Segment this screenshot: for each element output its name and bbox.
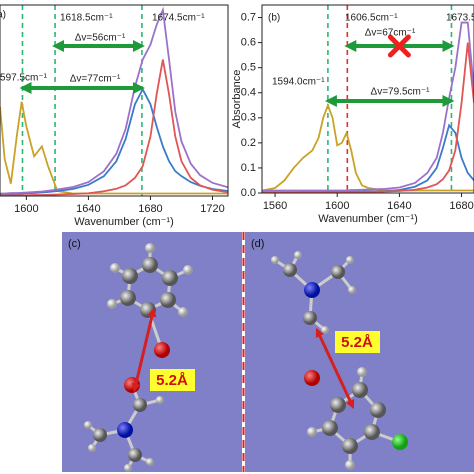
y-tick-label: 0.2 xyxy=(241,137,256,149)
x-tick-label: 1560 xyxy=(263,200,287,212)
plot-frame xyxy=(0,4,229,197)
y-tick-label: 0.7 xyxy=(241,11,256,23)
atom xyxy=(145,243,155,253)
atom xyxy=(110,263,120,273)
series-line xyxy=(262,42,474,193)
atom xyxy=(392,434,408,450)
atom xyxy=(294,251,302,259)
distance-label: 5.2Å xyxy=(341,334,373,351)
annotation: 1673.5cm⁻¹ xyxy=(446,13,474,24)
plot-area xyxy=(262,5,474,193)
panel-label: (a) xyxy=(0,10,6,21)
distance-arrow xyxy=(315,327,355,410)
y-tick-label: 0.6 xyxy=(241,37,256,49)
atom xyxy=(120,290,136,306)
series-line xyxy=(262,21,474,192)
y-tick-label: 0.4 xyxy=(241,87,256,99)
annotation: 1606.5cm⁻¹ xyxy=(345,13,398,24)
atom xyxy=(154,342,170,358)
atom xyxy=(162,270,178,286)
x-axis-title: Wavenumber (cm⁻¹) xyxy=(74,216,174,228)
annotation: 1594.0cm⁻¹ xyxy=(272,77,325,88)
x-tick-label: 1720 xyxy=(200,203,224,215)
y-axis-title: Absorbance xyxy=(231,70,243,129)
atom xyxy=(364,424,380,440)
x-tick-label: 1680 xyxy=(138,203,162,215)
distance-label: 5.2Å xyxy=(156,372,188,389)
atom xyxy=(146,458,154,466)
atom xyxy=(352,382,368,398)
atom xyxy=(107,299,117,309)
annotation: 1674.5cm⁻¹ xyxy=(152,13,205,24)
distance-arrow xyxy=(131,307,157,393)
atom xyxy=(178,307,188,317)
atom xyxy=(133,398,147,412)
molecules xyxy=(84,243,408,472)
annotation: Δv=56cm⁻¹ xyxy=(75,33,126,44)
distance-box xyxy=(335,331,380,353)
atom xyxy=(345,460,355,470)
atom xyxy=(304,370,320,386)
plot-area xyxy=(0,5,228,196)
atom xyxy=(183,265,193,275)
y-tick-label: 0.5 xyxy=(241,62,256,74)
y-tick-label: 0.3 xyxy=(241,112,256,124)
x-tick-label: 1640 xyxy=(76,203,100,215)
panel-label: (d) xyxy=(251,238,264,250)
annotation: Δv=79.5cm⁻¹ xyxy=(371,87,431,98)
atom xyxy=(322,420,338,436)
chart xyxy=(0,5,228,196)
panel-label: (b) xyxy=(268,13,280,24)
series-line xyxy=(0,87,228,196)
distance-box xyxy=(150,369,195,391)
atom xyxy=(128,448,142,462)
atom xyxy=(93,428,107,442)
atom xyxy=(122,268,138,284)
annotation: Δv=77cm⁻¹ xyxy=(70,74,121,85)
plot-frame xyxy=(261,4,474,194)
chart xyxy=(262,5,474,193)
x-axis-title: Wavenumber (cm⁻¹) xyxy=(318,213,418,225)
atom xyxy=(307,427,317,437)
annotation: Δv=67cm⁻¹ xyxy=(365,28,416,39)
annotation: 1618.5cm⁻¹ xyxy=(60,13,113,24)
atom xyxy=(271,256,279,264)
atom xyxy=(346,256,354,264)
atom xyxy=(156,396,164,404)
atom xyxy=(348,286,356,294)
y-tick-label: 0.1 xyxy=(241,162,256,174)
atom xyxy=(303,311,317,325)
atom xyxy=(330,397,346,413)
x-tick-label: 1600 xyxy=(325,200,349,212)
series-line xyxy=(0,6,228,195)
annotation: 1597.5cm⁻¹ xyxy=(0,73,48,84)
series-line xyxy=(0,101,228,195)
cross-mark xyxy=(387,34,411,58)
atom xyxy=(142,257,158,273)
atom xyxy=(321,326,329,334)
atom xyxy=(117,422,133,438)
atom xyxy=(370,402,386,418)
atom xyxy=(331,265,345,279)
series-line xyxy=(0,59,228,196)
atom xyxy=(124,464,132,472)
atom xyxy=(88,444,96,452)
atom xyxy=(357,367,367,377)
y-tick-label: 0.0 xyxy=(241,187,256,199)
atom xyxy=(304,282,320,298)
atom xyxy=(283,263,297,277)
x-tick-label: 1600 xyxy=(14,203,38,215)
x-tick-label: 1640 xyxy=(387,200,411,212)
atom xyxy=(84,421,92,429)
series-line xyxy=(262,102,474,192)
atom xyxy=(160,292,176,308)
panel-label: (c) xyxy=(68,238,81,250)
atom xyxy=(342,438,358,454)
x-tick-label: 1680 xyxy=(449,200,473,212)
